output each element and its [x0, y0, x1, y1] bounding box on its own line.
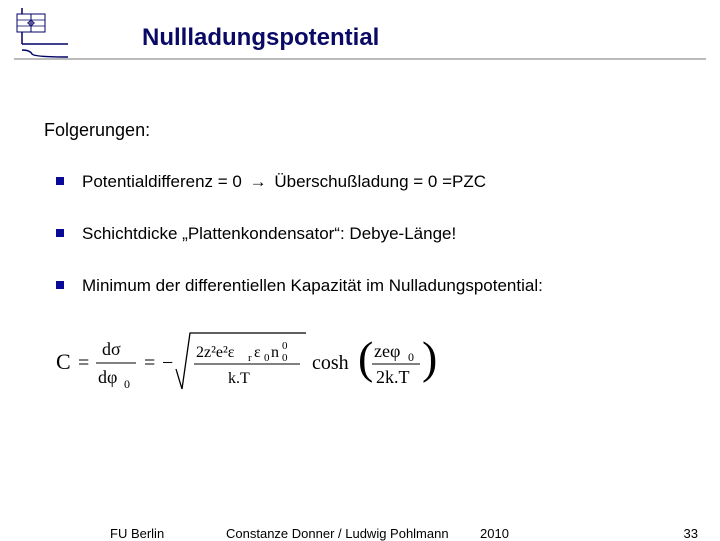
bullet-item: Schichtdicke „Plattenkondensator“: Debye…	[56, 223, 676, 245]
footer-affiliation: FU Berlin	[110, 526, 164, 541]
arrow-icon: →	[247, 171, 270, 193]
slide-content: Folgerungen: Potentialdifferenz = 0 → Üb…	[0, 60, 720, 406]
bullet-item: Potentialdifferenz = 0 → Überschußladung…	[56, 171, 676, 193]
footer-authors: Constanze Donner / Ludwig Pohlmann	[226, 526, 449, 541]
formula-cosh: cosh	[312, 352, 349, 374]
bullet-item: Minimum der differentiellen Kapazität im…	[56, 275, 676, 297]
formula-sqrt-num-sub: r	[248, 352, 252, 364]
svg-text:(: (	[358, 332, 373, 383]
svg-text:n: n	[271, 344, 279, 361]
slide-header: Nullladungspotential	[0, 0, 720, 60]
formula-eq: =	[78, 352, 89, 374]
formula-paren-den: 2k.T	[376, 367, 410, 387]
content-heading: Folgerungen:	[44, 120, 676, 141]
formula-frac-num: dσ	[102, 339, 121, 359]
bullet-text: Potentialdifferenz = 0	[82, 172, 247, 191]
title-underline	[14, 58, 706, 60]
svg-text:): )	[422, 332, 437, 383]
footer-page-number: 33	[684, 526, 698, 541]
formula-paren-num: zeφ	[374, 341, 400, 361]
formula-sqrt-den: k.T	[228, 370, 250, 387]
formula-frac-den-sub: 0	[124, 377, 130, 391]
svg-text:0: 0	[282, 340, 288, 352]
formula-frac-den: dφ	[98, 367, 117, 387]
svg-text:0: 0	[408, 350, 414, 364]
svg-text:0: 0	[264, 352, 270, 364]
formula-C: C	[56, 349, 71, 374]
formula-eq2: =	[144, 352, 155, 374]
bullet-list: Potentialdifferenz = 0 → Überschußladung…	[44, 171, 676, 297]
formula-block: C = dσ dφ 0 = − 2z²e²ε r ε 0 n 0 0 k.T c…	[54, 327, 676, 406]
svg-text:0: 0	[282, 352, 288, 364]
corner-diagram-icon	[14, 6, 74, 58]
footer-year: 2010	[480, 526, 509, 541]
formula-neg: −	[162, 352, 173, 374]
bullet-text: Schichtdicke „Plattenkondensator“: Debye…	[82, 224, 456, 243]
slide-title: Nullladungspotential	[142, 24, 379, 52]
bullet-text: Minimum der differentiellen Kapazität im…	[82, 276, 543, 295]
formula-sqrt-num: 2z²e²ε	[196, 344, 235, 361]
bullet-text: Überschußladung = 0 =PZC	[270, 172, 486, 191]
svg-text:ε: ε	[254, 344, 261, 361]
